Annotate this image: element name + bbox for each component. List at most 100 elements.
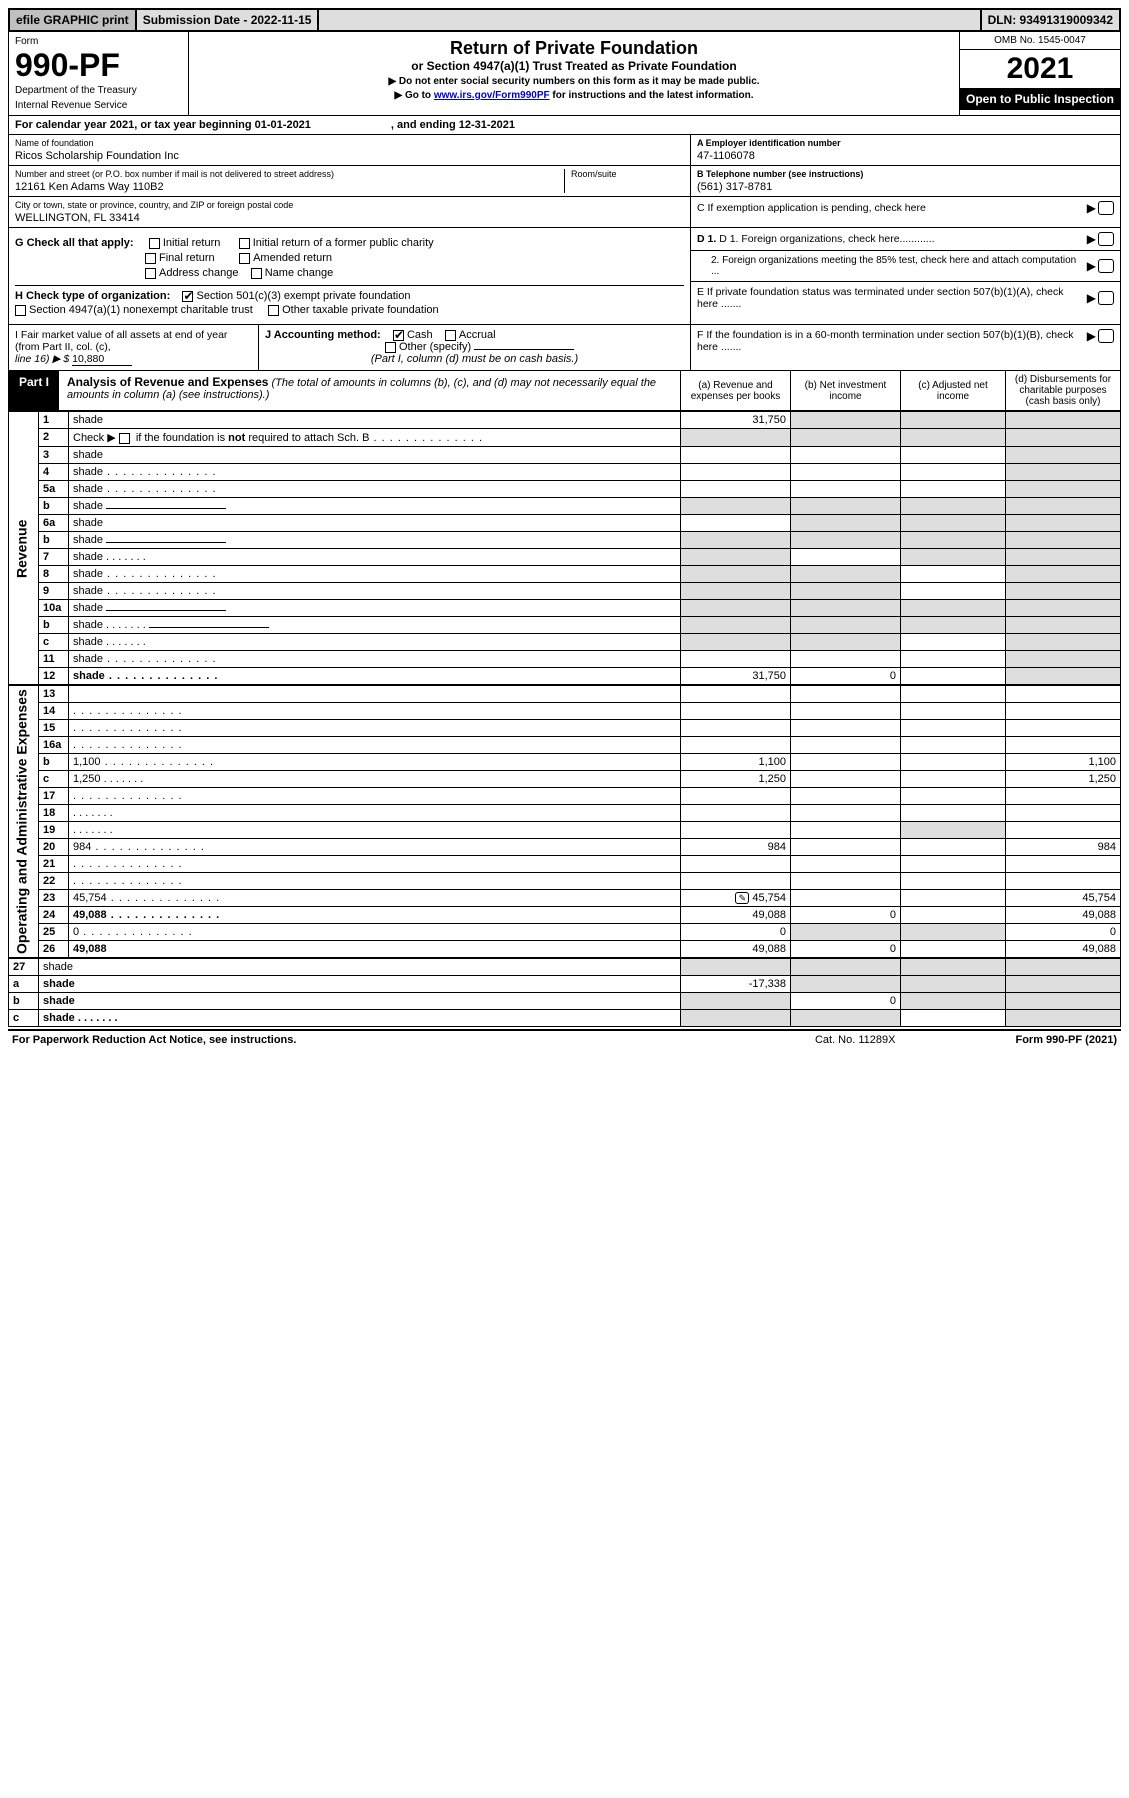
line-description: 45,754 (69, 890, 681, 907)
i-text-a: I Fair market value of all assets at end… (15, 329, 252, 353)
col-b-cell (791, 890, 901, 907)
col-c-cell (901, 464, 1006, 481)
col-c-cell (901, 976, 1006, 993)
other-taxable-checkbox[interactable] (268, 305, 279, 316)
final-return-checkbox[interactable] (145, 253, 156, 264)
c-checkbox[interactable] (1098, 201, 1114, 215)
col-d-cell (1006, 515, 1121, 532)
irs: Internal Revenue Service (15, 100, 182, 111)
col-a-cell (681, 822, 791, 839)
schB-checkbox[interactable] (119, 433, 130, 444)
line-description: shade (69, 583, 681, 600)
line-number: c (9, 1010, 39, 1027)
e-checkbox[interactable] (1098, 291, 1114, 305)
col-c-cell (901, 668, 1006, 685)
f-checkbox[interactable] (1098, 329, 1114, 343)
d1-row: D 1. D 1. Foreign organizations, check h… (691, 228, 1120, 251)
col-b-cell (791, 583, 901, 600)
tail-table: 27 shade a shade -17,338 b shade 0 c sha (8, 958, 1121, 1027)
attachment-icon[interactable]: ✎ (735, 892, 749, 904)
col-a-cell (681, 737, 791, 754)
line-description: shade (69, 515, 681, 532)
line-number: 4 (39, 464, 69, 481)
part1-tag: Part I (9, 371, 59, 410)
line-number: 25 (39, 924, 69, 941)
col-b-cell (791, 498, 901, 515)
addr-value: 12161 Ken Adams Way 110B2 (15, 181, 564, 193)
part1-title-block: Analysis of Revenue and Expenses (The to… (59, 371, 680, 410)
col-d-cell (1006, 498, 1121, 515)
col-a-cell (681, 720, 791, 737)
501c3-checkbox[interactable] (182, 291, 193, 302)
instructions-link[interactable]: www.irs.gov/Form990PF (434, 90, 550, 101)
cash-checkbox[interactable] (393, 330, 404, 341)
line-description: shade (69, 566, 681, 583)
col-b-cell (791, 412, 901, 429)
line-number: c (39, 771, 69, 788)
col-b-cell (791, 600, 901, 617)
line-description (69, 805, 681, 822)
col-a-cell: 49,088 (681, 907, 791, 924)
col-a-cell (681, 583, 791, 600)
4947-checkbox[interactable] (15, 305, 26, 316)
line-description: shade (69, 447, 681, 464)
i-block: I Fair market value of all assets at end… (9, 325, 259, 370)
initial-return-checkbox[interactable] (149, 238, 160, 249)
amended-return-checkbox[interactable] (239, 253, 250, 264)
col-b-cell (791, 686, 901, 703)
j2: Accrual (459, 329, 496, 341)
line-number: 2 (39, 429, 69, 447)
footer-left: For Paperwork Reduction Act Notice, see … (12, 1034, 296, 1046)
col-d-cell (1006, 464, 1121, 481)
line-description: shade (39, 1010, 681, 1027)
g5: Address change (159, 267, 239, 279)
col-c-cell (901, 771, 1006, 788)
city-value: WELLINGTON, FL 33414 (15, 212, 684, 224)
footer-formnum: 990-PF (1046, 1034, 1082, 1046)
col-d-cell (1006, 600, 1121, 617)
col-b-cell (791, 515, 901, 532)
col-d-cell (1006, 976, 1121, 993)
col-c-cell (901, 549, 1006, 566)
col-a-cell (681, 515, 791, 532)
line-number: 15 (39, 720, 69, 737)
room-label: Room/suite (571, 169, 684, 179)
line-number: 17 (39, 788, 69, 805)
line-number: a (9, 976, 39, 993)
col-a-cell (681, 703, 791, 720)
col-a-cell (681, 498, 791, 515)
col-a-cell (681, 856, 791, 873)
d2-label: 2. Foreign organizations meeting the 85%… (711, 255, 1085, 277)
line-description (69, 737, 681, 754)
other-specify-line[interactable] (474, 349, 574, 350)
col-a-cell (681, 651, 791, 668)
line-number: b (9, 993, 39, 1010)
inline-value (106, 610, 226, 611)
efile-print-button[interactable]: efile GRAPHIC print (10, 10, 137, 30)
col-d-cell (1006, 532, 1121, 549)
col-d-cell (1006, 686, 1121, 703)
col-b-cell (791, 429, 901, 447)
h3: Other taxable private foundation (282, 304, 439, 316)
d1-checkbox[interactable] (1098, 232, 1114, 246)
d2-checkbox[interactable] (1098, 259, 1114, 273)
address-change-checkbox[interactable] (145, 268, 156, 279)
line-number: 24 (39, 907, 69, 924)
col-a-cell: -17,338 (681, 976, 791, 993)
j-label: J Accounting method: (265, 329, 381, 341)
initial-former-checkbox[interactable] (239, 238, 250, 249)
col-a-cell: ✎45,754 (681, 890, 791, 907)
name-change-checkbox[interactable] (251, 268, 262, 279)
col-a-cell (681, 993, 791, 1010)
accrual-checkbox[interactable] (445, 330, 456, 341)
line-description (69, 873, 681, 890)
col-c-cell (901, 515, 1006, 532)
col-c-cell (901, 583, 1006, 600)
col-a-cell (681, 634, 791, 651)
line-description: shade (39, 959, 681, 976)
other-method-checkbox[interactable] (385, 342, 396, 353)
col-a-cell (681, 532, 791, 549)
col-c-cell (901, 532, 1006, 549)
d1-text: D 1. Foreign organizations, check here..… (719, 233, 934, 245)
col-d-cell (1006, 651, 1121, 668)
